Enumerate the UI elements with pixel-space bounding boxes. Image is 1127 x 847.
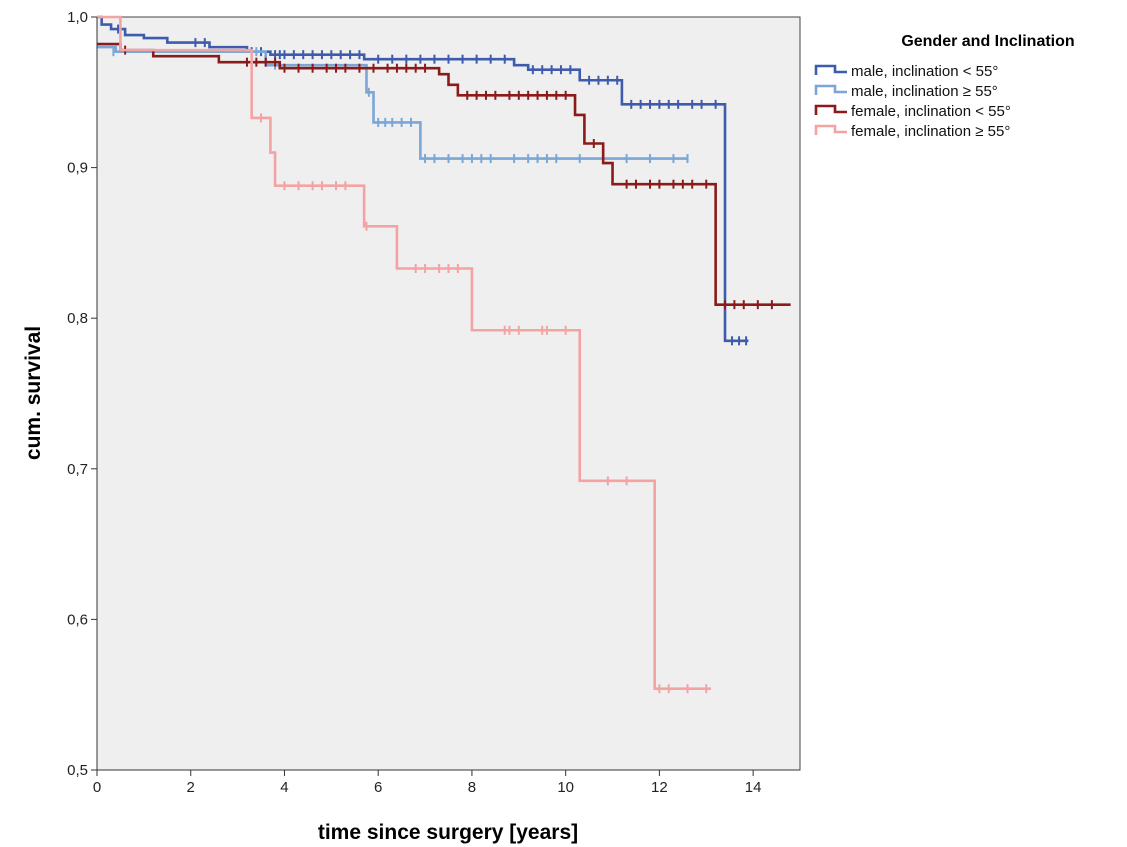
y-axis-title: cum. survival xyxy=(22,326,45,460)
series-line xyxy=(97,15,711,690)
x-tick-label: 4 xyxy=(280,779,288,796)
legend: Gender and Inclination male, inclination… xyxy=(814,33,1075,140)
x-tick-label: 8 xyxy=(468,779,476,796)
series-layer xyxy=(97,15,791,694)
series-line xyxy=(97,45,688,160)
legend-label: female, inclination < 55° xyxy=(851,103,1011,120)
x-tick-label: 12 xyxy=(651,779,668,796)
plot-background xyxy=(96,16,801,771)
legend-swatch xyxy=(814,64,847,75)
series-group xyxy=(97,42,791,310)
series-group xyxy=(97,15,711,694)
x-tick-label: 0 xyxy=(93,779,101,796)
legend-item: male, inclination ≥ 55° xyxy=(814,83,998,100)
legend-label: male, inclination < 55° xyxy=(851,63,998,80)
legend-title: Gender and Inclination xyxy=(901,33,1074,50)
x-tick-label: 10 xyxy=(557,779,574,796)
y-tick-label: 1,0 xyxy=(67,9,88,26)
y-tick-label: 0,7 xyxy=(67,461,88,478)
y-tick-label: 0,5 xyxy=(67,762,88,779)
series-line xyxy=(97,42,791,306)
y-tick-label: 0,9 xyxy=(67,160,88,177)
series-group xyxy=(97,45,689,164)
legend-items: male, inclination < 55° male, inclination… xyxy=(814,63,1011,140)
x-tick-label: 2 xyxy=(187,779,195,796)
legend-item: female, inclination ≥ 55° xyxy=(814,123,1010,140)
x-tick-label: 6 xyxy=(374,779,382,796)
legend-swatch xyxy=(814,84,847,95)
legend-item: male, inclination < 55° xyxy=(814,63,998,80)
axes-layer: 0 2 4 6 8 10 12 14 0,5 0,6 0,7 0,8 0,9 1,0 xyxy=(67,9,800,796)
legend-swatch xyxy=(814,124,847,135)
legend-label: male, inclination ≥ 55° xyxy=(851,83,998,100)
x-tick-label: 14 xyxy=(745,779,762,796)
x-axis-title: time since surgery [years] xyxy=(318,821,578,844)
y-tick-label: 0,8 xyxy=(67,310,88,327)
y-tick-label: 0,6 xyxy=(67,611,88,628)
legend-item: female, inclination < 55° xyxy=(814,103,1011,120)
legend-swatch xyxy=(814,104,847,115)
legend-label: female, inclination ≥ 55° xyxy=(851,123,1010,140)
